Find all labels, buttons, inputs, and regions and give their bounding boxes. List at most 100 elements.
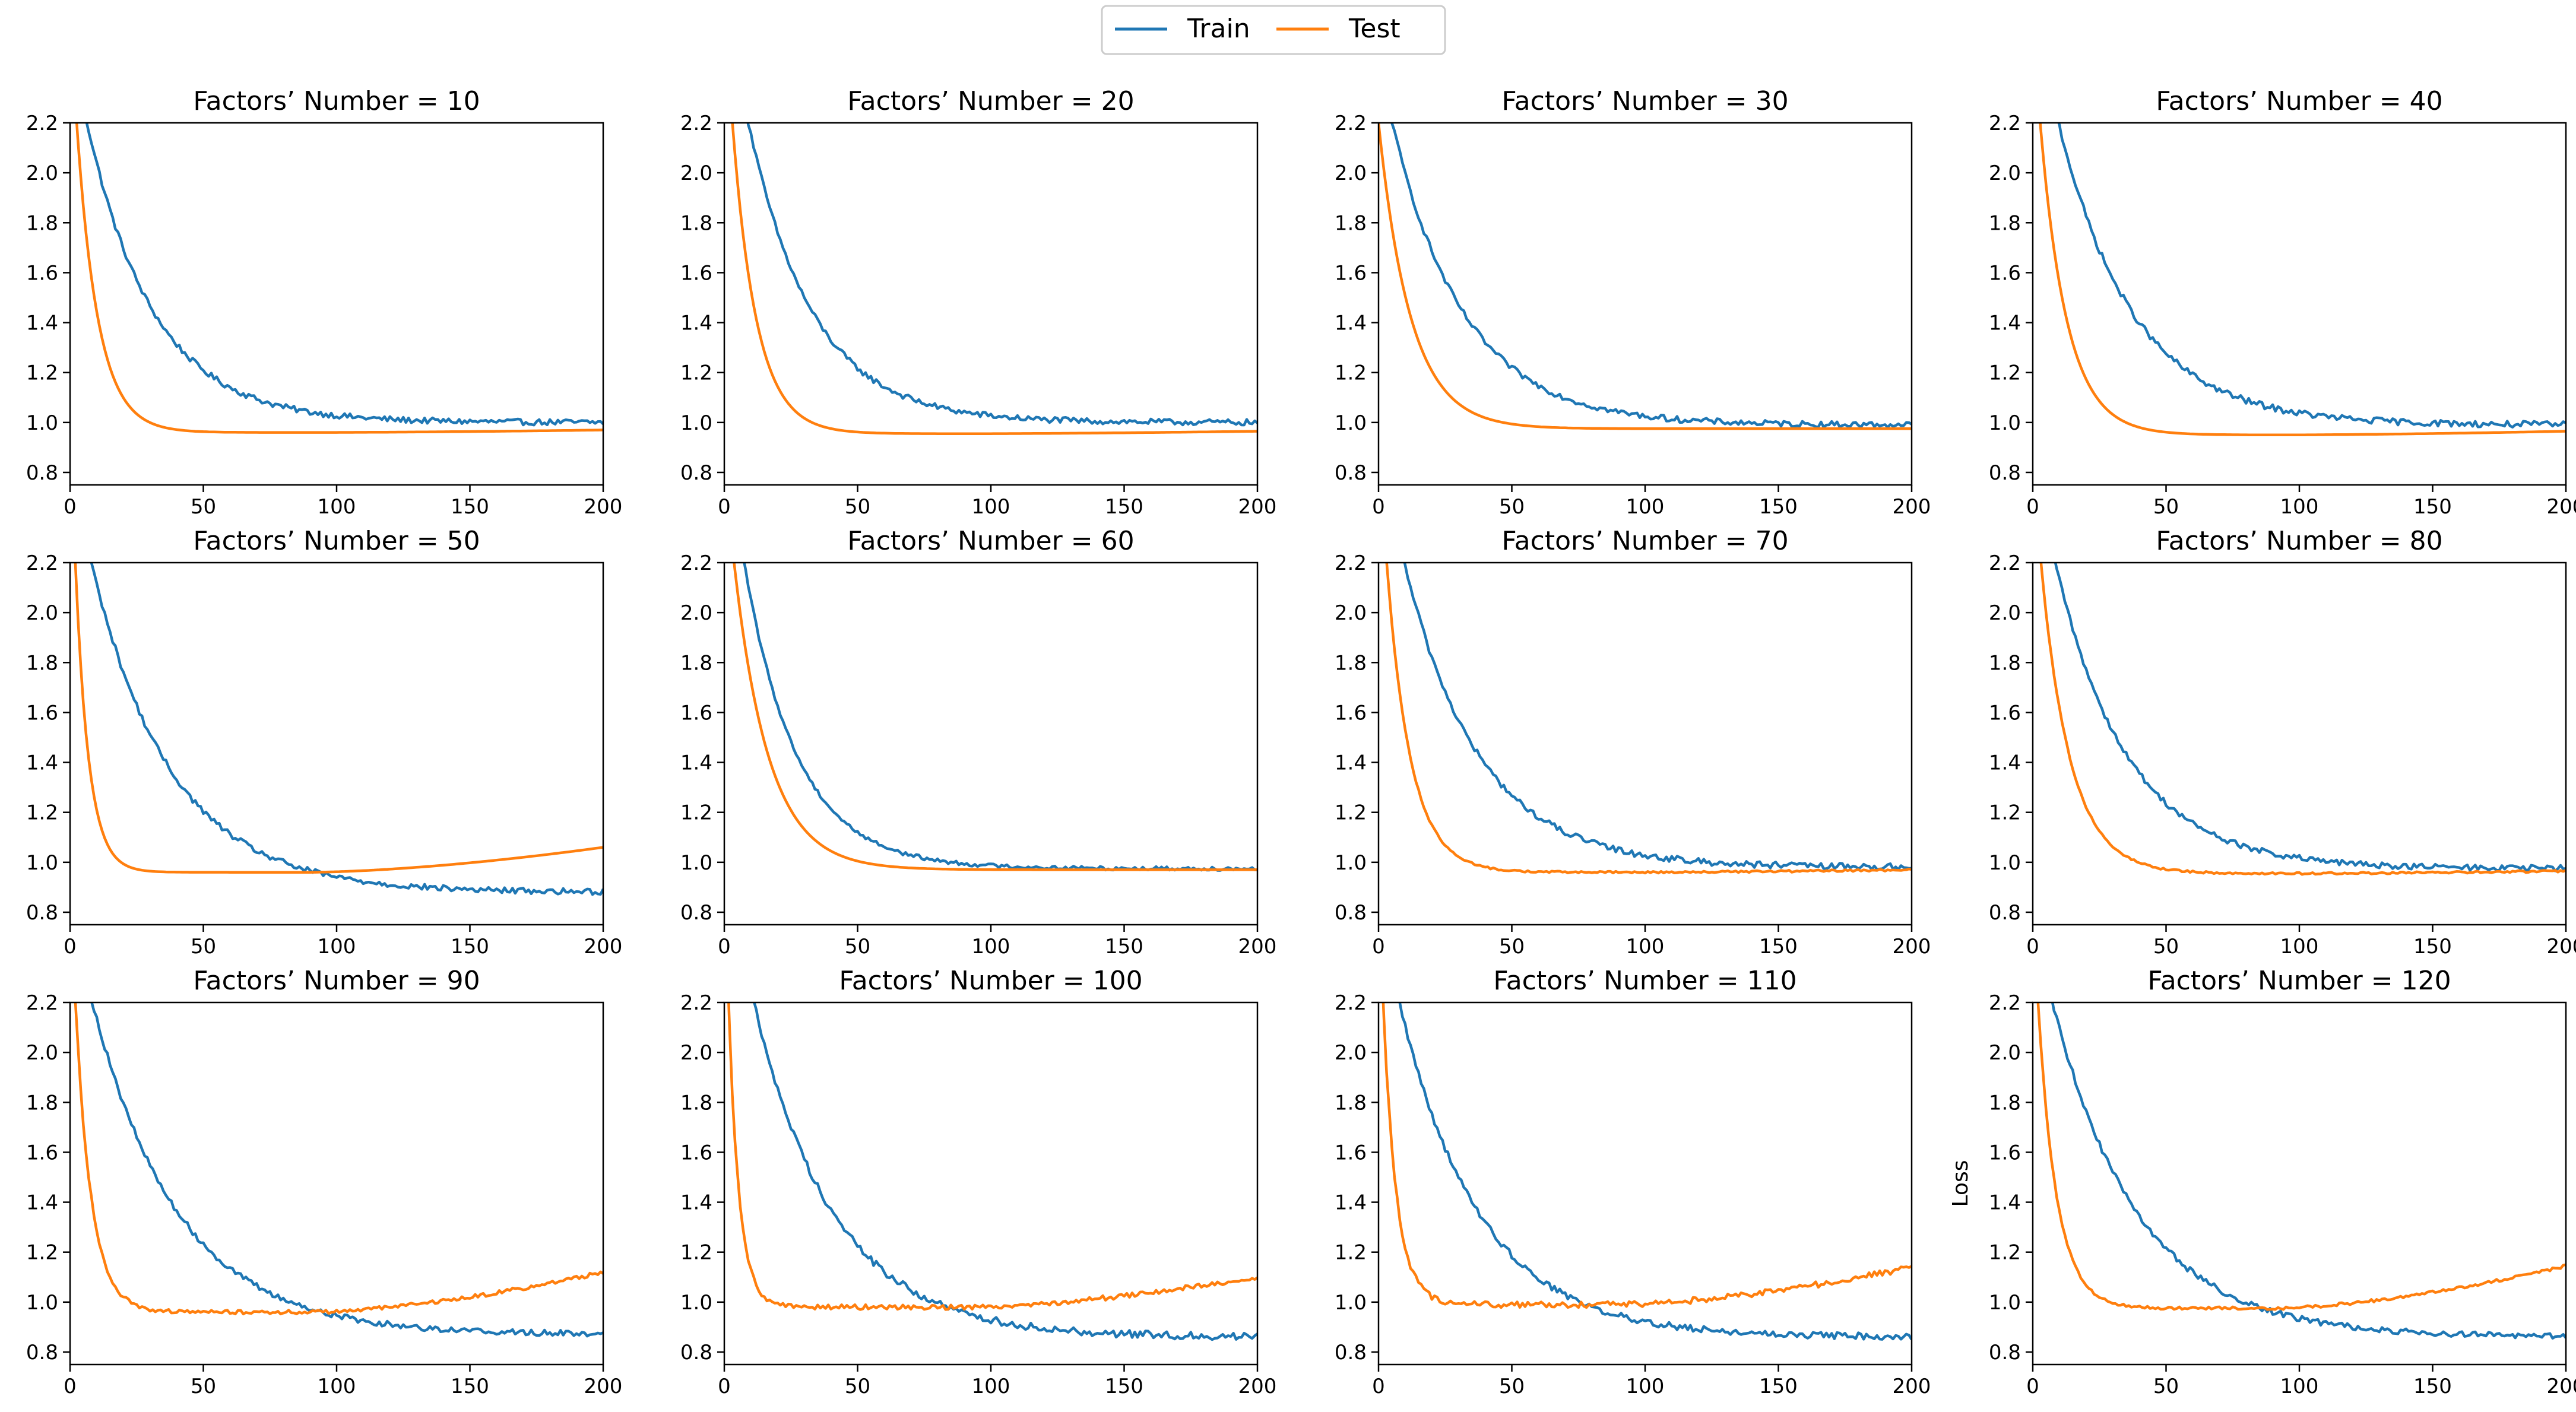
y-tick-label: 1.4 <box>680 1191 712 1215</box>
y-tick-label: 0.8 <box>1335 1341 1367 1365</box>
x-tick-label: 100 <box>1626 1375 1665 1398</box>
subplot-title: Factors’ Number = 120 <box>2147 966 2451 996</box>
x-tick-label: 200 <box>584 1375 623 1398</box>
y-tick-label: 1.0 <box>26 851 58 875</box>
y-tick-label: 2.0 <box>1335 601 1367 625</box>
test-line <box>74 563 603 874</box>
y-tick-label: 0.8 <box>1989 901 2021 925</box>
y-tick-label: 2.0 <box>1335 1041 1367 1065</box>
y-tick-label: 2.2 <box>1989 551 2021 575</box>
subplot-title: Factors’ Number = 30 <box>1501 86 1788 116</box>
test-line <box>2039 123 2566 437</box>
y-tick-label: 1.0 <box>26 1291 58 1315</box>
y-tick-label: 2.2 <box>680 991 712 1015</box>
x-tick-label: 50 <box>191 935 216 959</box>
y-tick-label: 1.6 <box>1335 1141 1367 1164</box>
y-tick-label: 1.2 <box>26 1241 58 1265</box>
y-tick-label: 0.8 <box>1989 1341 2021 1365</box>
train-line <box>2051 1002 2566 1340</box>
subplot-1: 0 50 100 150 200 0.8 1.0 1.2 1.4 1.6 1.8 2.0 2.2 Fact… <box>26 86 623 519</box>
train-line <box>753 1002 1257 1341</box>
y-tick-label: 0.8 <box>1335 461 1367 485</box>
y-tick-label: 1.4 <box>26 1191 58 1215</box>
y-tick-label: 2.0 <box>26 1041 58 1065</box>
y-tick-label: 0.8 <box>1989 461 2021 485</box>
y-tick-label: 1.4 <box>26 312 58 335</box>
subplot-title: Factors’ Number = 100 <box>839 966 1142 996</box>
x-tick-label: 200 <box>1893 495 1931 519</box>
y-tick-label: 2.2 <box>1989 112 2021 135</box>
y-tick-label: 0.8 <box>680 901 712 925</box>
subplot-title: Factors’ Number = 90 <box>193 966 480 996</box>
y-tick-label: 1.0 <box>1335 851 1367 875</box>
legend-train-label: Train <box>1187 14 1250 44</box>
x-tick-label: 50 <box>2153 1375 2179 1398</box>
subplot-6: 0 50 100 150 200 0.8 1.0 1.2 1.4 1.6 1.8 2.0 2.2 Fact… <box>680 526 1277 959</box>
x-tick-label: 150 <box>451 1375 489 1398</box>
train-line <box>90 563 603 896</box>
x-tick-label: 0 <box>718 1375 731 1398</box>
y-tick-label: 1.2 <box>1335 1241 1367 1265</box>
test-line <box>2039 563 2566 876</box>
axes-frame <box>2032 1001 2567 1366</box>
x-tick-label: 0 <box>718 495 731 519</box>
y-tick-label: 1.4 <box>1335 751 1367 775</box>
x-tick-label: 100 <box>318 495 356 519</box>
train-line <box>2054 563 2566 872</box>
axes-frame <box>723 1001 1259 1366</box>
x-tick-label: 0 <box>64 1375 77 1398</box>
subplot-title: Factors’ Number = 70 <box>1501 526 1788 556</box>
x-tick-label: 100 <box>318 1375 356 1398</box>
train-line <box>2057 123 2566 429</box>
y-tick-label: 1.8 <box>680 1091 712 1115</box>
x-tick-label: 150 <box>2413 935 2452 959</box>
subplot-title: Factors’ Number = 40 <box>2156 86 2442 116</box>
y-tick-label: 1.2 <box>1989 361 2021 385</box>
x-tick-label: 200 <box>1238 1375 1277 1398</box>
axes-frame <box>2032 122 2567 486</box>
y-tick-label: 1.6 <box>680 261 712 285</box>
y-tick-label: 2.0 <box>1989 601 2021 625</box>
x-tick-label: 50 <box>1499 935 1525 959</box>
y-tick-label: 2.2 <box>26 991 58 1015</box>
subplot-10: 0 50 100 150 200 0.8 1.0 1.2 1.4 1.6 1.8 2.0 2.2 Fact… <box>680 966 1277 1398</box>
x-tick-label: 0 <box>1372 495 1385 519</box>
y-tick-label: 1.4 <box>1335 312 1367 335</box>
x-tick-label: 100 <box>1626 935 1665 959</box>
x-tick-label: 200 <box>1893 1375 1931 1398</box>
y-tick-label: 2.0 <box>26 601 58 625</box>
x-tick-label: 100 <box>1626 495 1665 519</box>
legend-test-label: Test <box>1348 14 1401 44</box>
x-tick-label: 50 <box>2153 935 2179 959</box>
y-tick-label: 1.4 <box>26 751 58 775</box>
x-tick-label: 100 <box>2280 935 2319 959</box>
y-tick-label: 1.2 <box>1989 1241 2021 1265</box>
train-line <box>746 123 1257 427</box>
y-tick-label: 2.2 <box>1989 991 2021 1015</box>
test-line <box>75 123 603 434</box>
test-line <box>74 1002 603 1316</box>
y-tick-label: 0.8 <box>680 1341 712 1365</box>
y-tick-label: 1.8 <box>1335 651 1367 675</box>
subplot-5: 0 50 100 150 200 0.8 1.0 1.2 1.4 1.6 1.8 2.0 2.2 Fact… <box>26 526 623 959</box>
train-line <box>1398 1002 1912 1341</box>
y-tick-label: 1.0 <box>26 411 58 435</box>
y-tick-label: 1.8 <box>1335 1091 1367 1115</box>
x-tick-label: 200 <box>1238 495 1277 519</box>
y-tick-label: 1.2 <box>1335 801 1367 825</box>
x-tick-label: 200 <box>584 935 623 959</box>
y-tick-label: 2.0 <box>680 1041 712 1065</box>
x-tick-label: 200 <box>2547 935 2576 959</box>
x-tick-label: 100 <box>972 935 1010 959</box>
y-tick-label: 1.2 <box>1989 801 2021 825</box>
x-tick-label: 100 <box>972 1375 1010 1398</box>
x-tick-label: 200 <box>2547 495 2576 519</box>
test-line <box>2036 1002 2566 1311</box>
y-tick-label: 0.8 <box>26 1341 58 1365</box>
y-tick-label: 1.6 <box>26 261 58 285</box>
y-tick-label: 1.6 <box>1989 1141 2021 1164</box>
x-tick-label: 150 <box>1759 1375 1798 1398</box>
x-tick-label: 0 <box>718 935 731 959</box>
y-tick-label: 1.0 <box>1989 411 2021 435</box>
axes-frame <box>1377 1001 1913 1366</box>
